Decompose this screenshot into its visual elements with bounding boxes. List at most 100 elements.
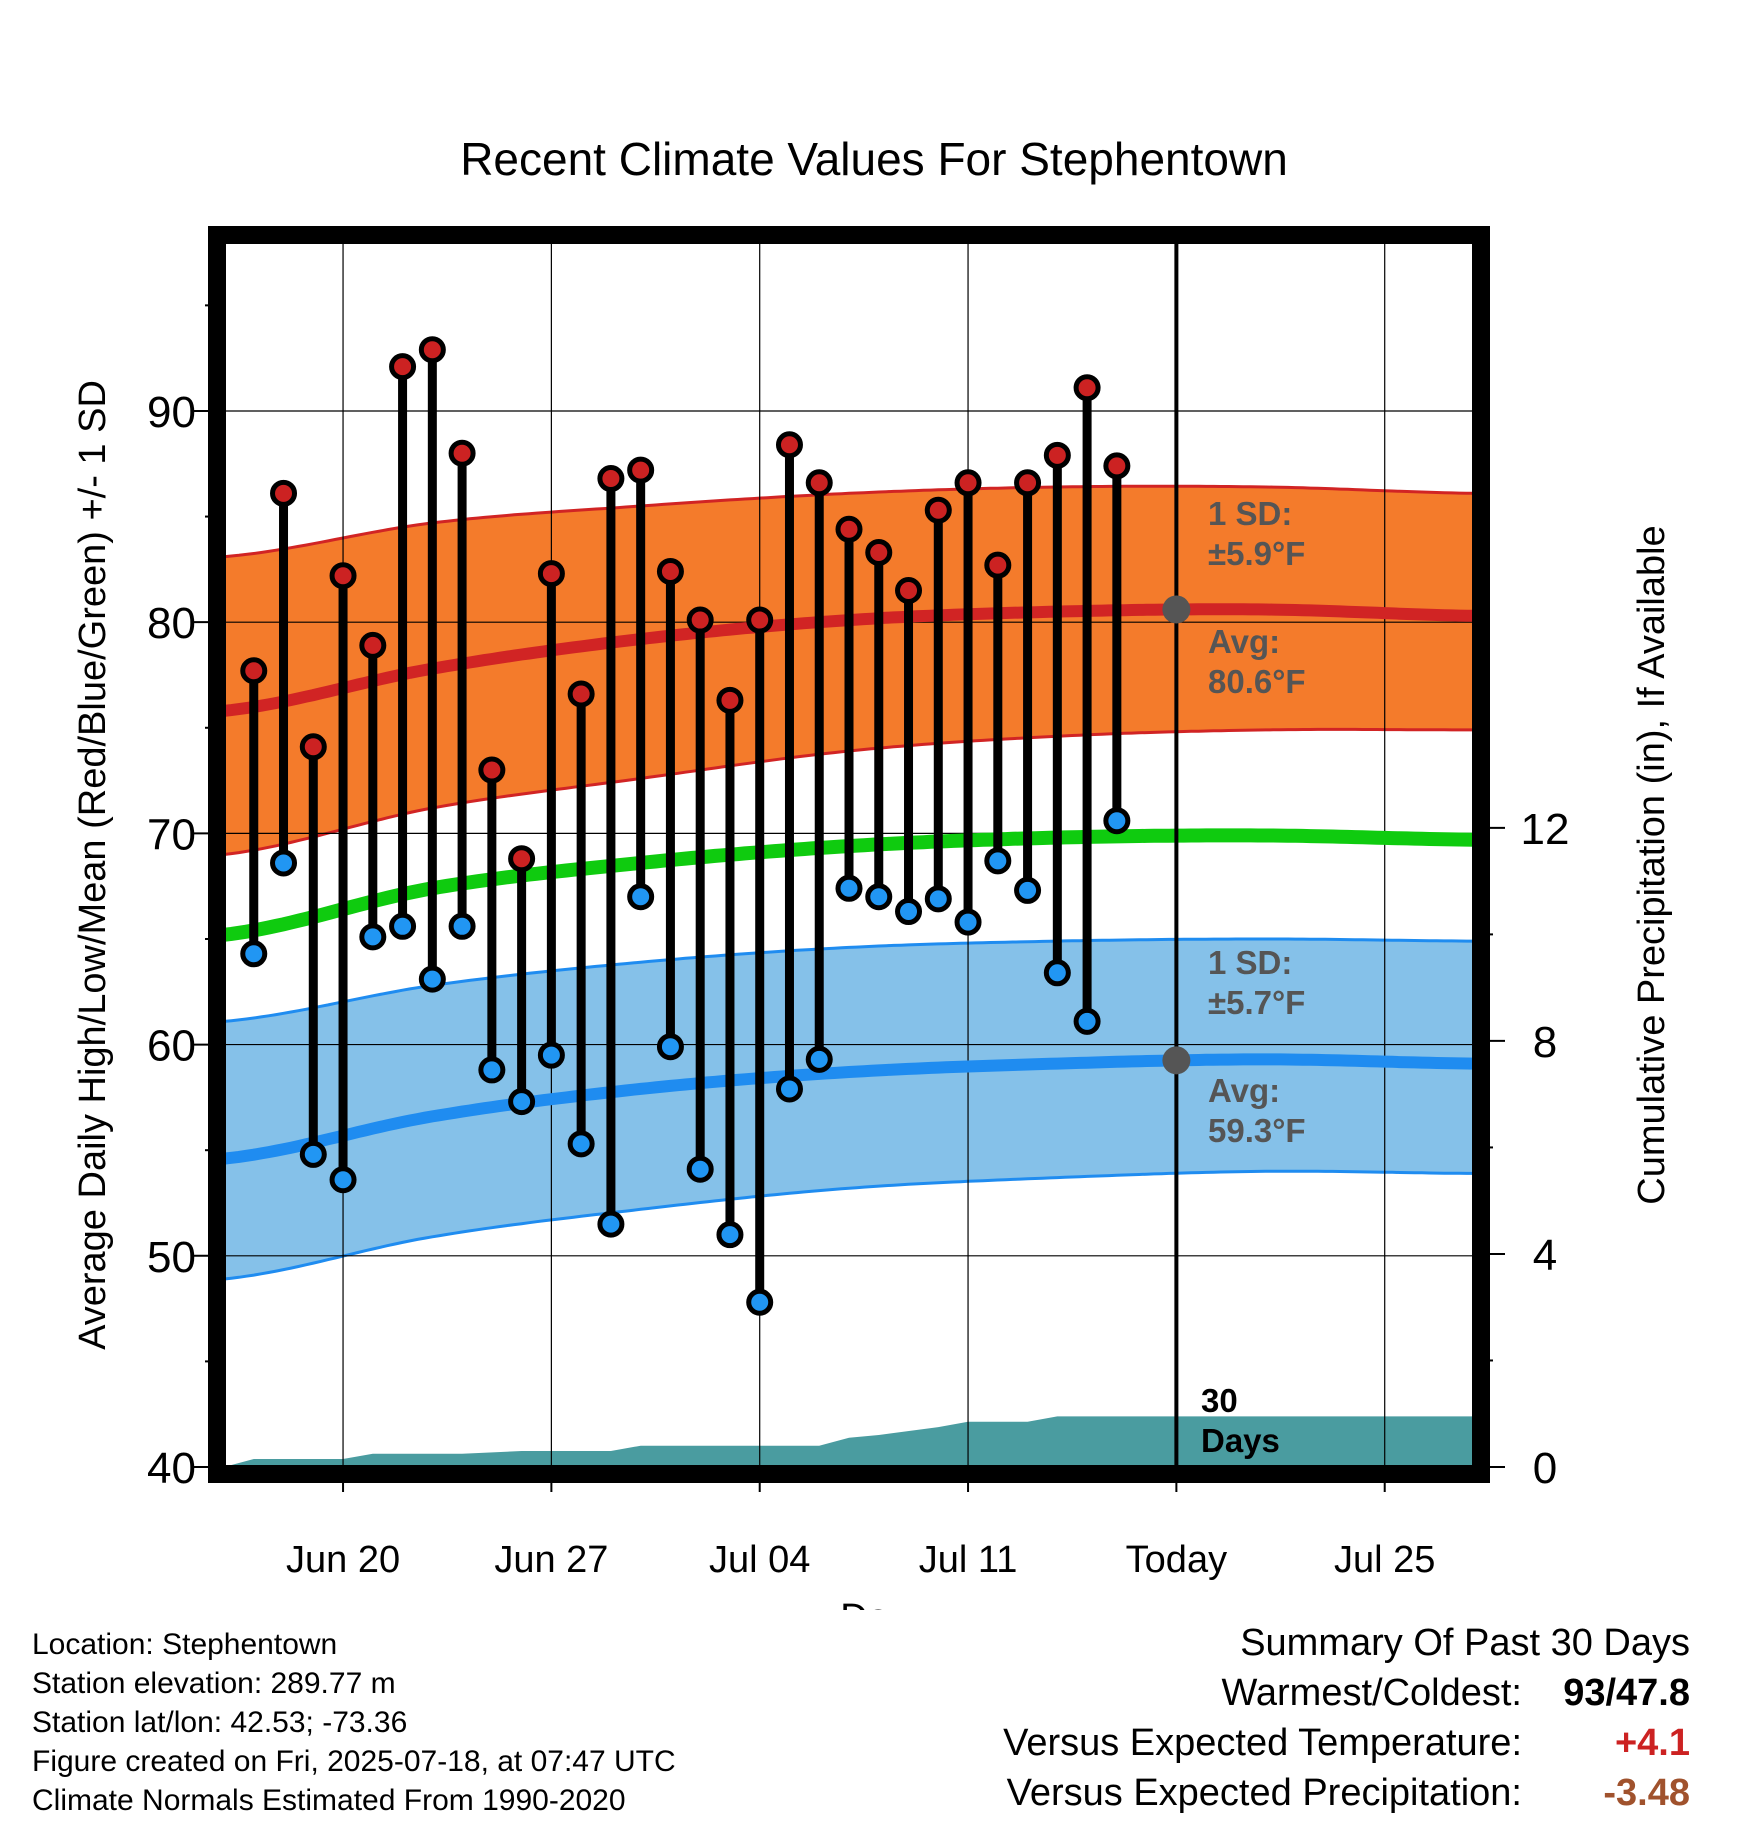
y-axis-right-label: Cumulative Precipitation (in), If Availa… <box>1631 525 1673 1204</box>
low-sd-band <box>224 939 1474 1279</box>
obs-low-point-2025-07-01 <box>656 1033 684 1061</box>
y-right-tick-label-4: 4 <box>1533 1231 1557 1280</box>
high-sd-label: 1 SD: <box>1208 495 1292 532</box>
obs-high-point-2025-07-09 <box>895 576 923 604</box>
obs-high-point-2025-07-12 <box>984 551 1012 579</box>
low-sd-value: ±5.7°F <box>1208 984 1305 1021</box>
y-left-tick-label-50: 50 <box>147 1233 196 1282</box>
precip-label: Versus Expected Precipitation: <box>1006 1772 1522 1814</box>
x-tick-label-Jul-11: Jul 11 <box>919 1539 1018 1581</box>
obs-low-point-2025-06-23 <box>418 965 446 993</box>
x-tick-label-Jun-27: Jun 27 <box>494 1539 608 1581</box>
created-text: Figure created on Fri, 2025-07-18, at 07… <box>32 1745 676 1778</box>
obs-low-point-2025-07-06 <box>805 1045 833 1073</box>
obs-high-point-2025-06-26 <box>508 845 536 873</box>
days-label-line2: Days <box>1201 1422 1280 1459</box>
obs-low-point-2025-06-20 <box>329 1166 357 1194</box>
obs-high-point-2025-07-05 <box>775 431 803 459</box>
y-left-tick-label-90: 90 <box>147 388 196 437</box>
obs-high-point-2025-07-02 <box>686 606 714 634</box>
obs-low-point-2025-07-03 <box>716 1221 744 1249</box>
obs-low-point-2025-07-13 <box>1014 876 1042 904</box>
obs-high-point-2025-06-30 <box>627 456 655 484</box>
precip-value: -3.48 <box>1603 1772 1690 1814</box>
obs-low-point-2025-07-16 <box>1103 807 1131 835</box>
obs-low-point-2025-06-28 <box>567 1130 595 1158</box>
y-right-tick-label-8: 8 <box>1533 1018 1557 1067</box>
low-sd-lower-line <box>223 1169 1474 1281</box>
summary-row-warmest: Warmest/Coldest: 93/47.8 <box>1003 1668 1690 1718</box>
obs-high-point-2025-07-03 <box>716 686 744 714</box>
obs-low-point-2025-07-14 <box>1043 959 1071 987</box>
obs-high-point-2025-06-17 <box>240 657 268 685</box>
obs-low-point-2025-06-19 <box>299 1140 327 1168</box>
low-avg-value: 59.3°F <box>1208 1112 1306 1149</box>
y-axis-left-label: Average Daily High/Low/Mean (Red/Blue/Gr… <box>72 380 114 1350</box>
high-avg-label: Avg: <box>1208 623 1280 660</box>
y-right-tick-label-12: 12 <box>1521 805 1570 854</box>
obs-high-point-2025-06-27 <box>537 560 565 588</box>
summary-title: Summary Of Past 30 Days <box>1240 1622 1690 1664</box>
x-tick-label-Jul-25: Jul 25 <box>1334 1539 1435 1581</box>
chart-title: Recent Climate Values For Stephentown <box>460 133 1288 185</box>
obs-low-point-2025-07-10 <box>924 885 952 913</box>
obs-high-point-2025-06-18 <box>270 479 298 507</box>
y-left-tick-label-60: 60 <box>147 1022 196 1071</box>
x-tick-label-Today: Today <box>1126 1539 1227 1581</box>
obs-high-point-2025-06-29 <box>597 465 625 493</box>
obs-low-point-2025-07-11 <box>954 908 982 936</box>
obs-high-point-2025-07-14 <box>1043 441 1071 469</box>
obs-high-point-2025-07-10 <box>924 496 952 524</box>
obs-high-point-2025-07-01 <box>656 557 684 585</box>
station-info: Location: Stephentown Station elevation:… <box>32 1625 676 1820</box>
x-tick-label-Jun-20: Jun 20 <box>286 1539 400 1581</box>
x-axis-label: Day <box>840 1597 908 1610</box>
obs-high-point-2025-06-19 <box>299 733 327 761</box>
low-sd-label: 1 SD: <box>1208 944 1292 981</box>
obs-low-point-2025-06-29 <box>597 1210 625 1238</box>
y-right-tick-label-0: 0 <box>1533 1444 1557 1493</box>
y-left-tick-label-70: 70 <box>147 810 196 859</box>
obs-low-point-2025-07-04 <box>746 1288 774 1316</box>
obs-high-point-2025-07-04 <box>746 606 774 634</box>
obs-low-point-2025-06-24 <box>448 912 476 940</box>
y-left-tick-label-40: 40 <box>147 1444 196 1493</box>
obs-low-point-2025-06-26 <box>508 1088 536 1116</box>
today-avg-high-marker <box>1162 595 1191 624</box>
obs-low-point-2025-07-15 <box>1073 1007 1101 1035</box>
obs-high-point-2025-06-20 <box>329 562 357 590</box>
obs-low-point-2025-06-25 <box>478 1056 506 1084</box>
obs-low-point-2025-06-17 <box>240 940 268 968</box>
low-avg-label: Avg: <box>1208 1072 1280 1109</box>
obs-low-point-2025-07-08 <box>865 883 893 911</box>
warmest-label: Warmest/Coldest: <box>1221 1672 1522 1714</box>
obs-high-point-2025-06-22 <box>389 353 417 381</box>
today-avg-low-marker <box>1162 1046 1191 1075</box>
spacer <box>256 248 1488 1480</box>
obs-high-point-2025-06-21 <box>359 631 387 659</box>
precip-area <box>224 1416 1474 1467</box>
temp-value: +4.1 <box>1614 1722 1690 1764</box>
normals-text: Climate Normals Estimated From 1990-2020 <box>32 1784 626 1817</box>
obs-high-point-2025-07-13 <box>1014 469 1042 497</box>
avg-low-line <box>223 1053 1475 1165</box>
obs-high-point-2025-06-23 <box>418 336 446 364</box>
latlon-text: Station lat/lon: 42.53; -73.36 <box>32 1706 408 1739</box>
x-tick-label-Jul-04: Jul 04 <box>709 1539 810 1581</box>
obs-low-point-2025-06-21 <box>359 923 387 951</box>
obs-low-point-2025-06-18 <box>270 849 298 877</box>
obs-high-point-2025-07-07 <box>835 515 863 543</box>
spacer-3 <box>258 246 1490 1478</box>
high-avg-value: 80.6°F <box>1208 663 1306 700</box>
warmest-value: 93/47.8 <box>1563 1672 1690 1714</box>
summary-row-temp: Versus Expected Temperature: +4.1 <box>1003 1718 1690 1768</box>
climate-chart: Recent Climate Values For Stephentown Av… <box>72 133 1673 1610</box>
obs-high-point-2025-06-28 <box>567 680 595 708</box>
obs-high-point-2025-06-24 <box>448 439 476 467</box>
obs-low-point-2025-06-27 <box>537 1041 565 1069</box>
summary-row-precip: Versus Expected Precipitation: -3.48 <box>1003 1768 1690 1818</box>
obs-low-point-2025-07-05 <box>775 1075 803 1103</box>
obs-low-point-2025-06-22 <box>389 912 417 940</box>
obs-high-point-2025-07-08 <box>865 538 893 566</box>
obs-low-point-2025-07-12 <box>984 847 1012 875</box>
